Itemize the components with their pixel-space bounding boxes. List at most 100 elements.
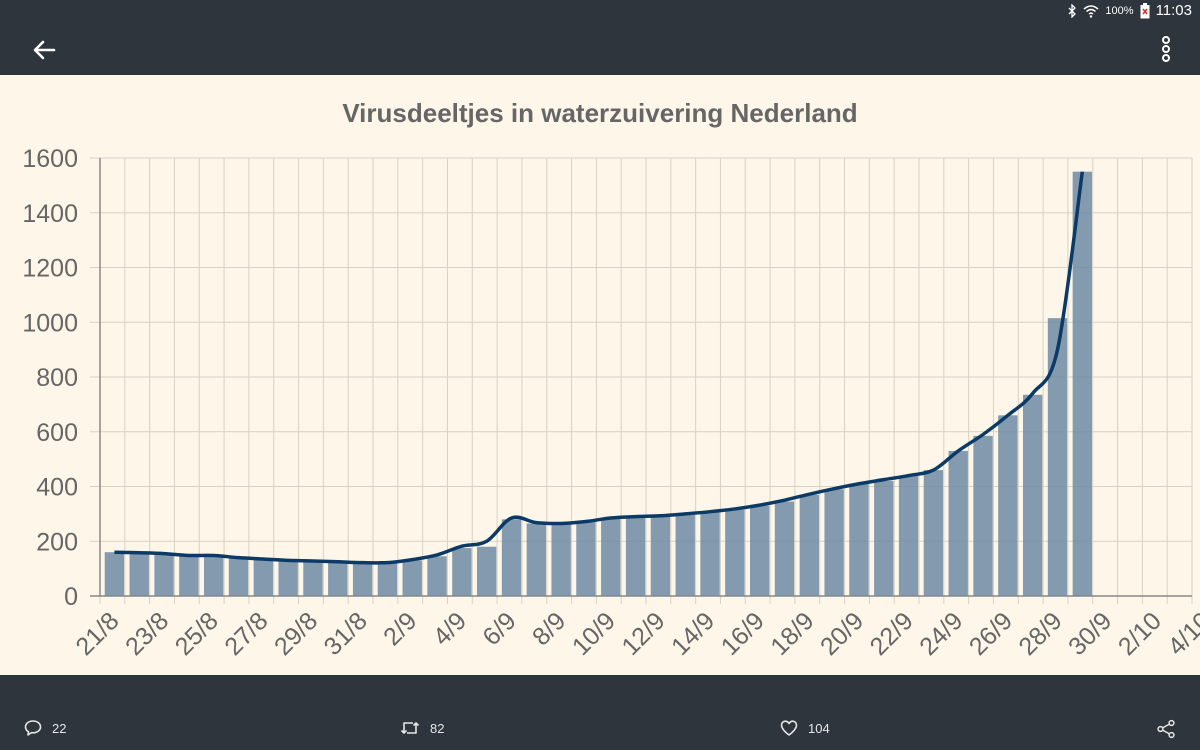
x-tick-label: 23/8 [120,607,174,661]
like-button[interactable]: 104 [780,719,830,737]
chart-bar [477,546,497,596]
status-bar: 100% 11:03 [0,0,1200,24]
clock: 11:03 [1155,2,1192,19]
chart-bar [427,556,447,596]
x-tick-label: 26/9 [964,607,1018,661]
chart-line [114,171,1085,565]
chart-bar [998,415,1018,596]
chart-bar [849,483,869,596]
share-icon [1157,719,1175,739]
chart-bar [948,450,968,596]
x-tick-label: 2/10 [1113,607,1167,661]
chart-bar [700,512,720,596]
chart-bar [352,562,373,596]
chart-bar [303,560,323,596]
chart-bar [228,557,249,596]
chart-bar [154,554,174,596]
reply-button[interactable]: 22 [24,719,66,737]
y-tick-label: 600 [36,419,78,447]
chart-bar [774,501,795,596]
like-count: 104 [808,720,830,736]
bluetooth-icon [1068,3,1077,18]
arrow-left-icon [33,40,56,60]
chart-bar [551,523,571,596]
tweet-actions-bar: 22 82 104 [0,675,1200,750]
chart-title: Virusdeeltjes in waterzuivering Nederlan… [342,98,857,128]
x-tick-label: 25/8 [170,607,224,661]
chart-bar [179,556,199,596]
chart-bar [898,475,919,596]
y-tick-label: 1600 [22,145,78,173]
app-bar [0,24,1200,75]
x-tick-label: 24/9 [914,607,968,661]
y-tick-label: 400 [36,474,78,502]
chart-bar [576,522,596,596]
battery-percent: 100% [1105,4,1134,17]
share-button[interactable] [1156,719,1176,739]
chart-bar [625,516,646,596]
status-icons: 100% 11:03 [1067,2,1192,19]
chart-bar [923,470,944,596]
chart-bar [725,509,745,596]
x-tick-label: 14/9 [666,607,720,661]
x-tick-label: 27/8 [219,607,273,661]
chart-bar [799,494,819,596]
more-vertical-icon [1162,36,1170,62]
x-tick-label: 31/8 [319,607,373,661]
chart-bar [1072,171,1092,596]
x-tick-label: 12/9 [616,607,670,661]
x-tick-label: 2/9 [378,607,422,651]
x-tick-label: 20/9 [815,607,869,661]
chart-bar [750,505,770,596]
x-tick-label: 29/8 [269,607,323,661]
chart-bar [675,513,695,596]
chart-bar [278,560,298,596]
chart-bar [452,548,472,596]
x-tick-label: 6/9 [477,607,521,651]
x-tick-label: 10/9 [567,607,621,661]
chart-bar [328,561,348,596]
y-tick-label: 1000 [22,309,78,337]
x-tick-label: 4/10 [1162,607,1200,661]
wifi-icon [1083,4,1099,18]
y-tick-label: 1400 [22,200,78,228]
back-button[interactable] [28,34,60,66]
x-tick-label: 8/9 [527,607,571,651]
x-tick-label: 28/9 [1013,607,1067,661]
x-tick-label: 30/9 [1063,607,1117,661]
y-tick-label: 0 [64,583,78,611]
chart-bar [253,559,273,596]
retweet-icon [400,722,420,734]
retweet-button[interactable]: 82 [400,719,444,737]
chart-bar [1023,394,1043,596]
chart-bar [104,552,125,596]
chart: Virusdeeltjes in waterzuivering Nederlan… [22,98,1200,661]
chart-bar [526,523,546,596]
chart-bar [650,515,671,596]
x-tick-label: 4/9 [428,607,472,651]
chart-bar [1047,318,1068,596]
chart-bar [377,563,398,596]
y-tick-label: 200 [36,528,78,556]
x-tick-label: 22/9 [865,607,919,661]
x-tick-label: 18/9 [765,607,819,661]
chart-image: Virusdeeltjes in waterzuivering Nederlan… [0,75,1200,675]
more-options-button[interactable] [1158,34,1174,66]
battery-icon [1140,2,1150,18]
chart-bar [824,489,844,596]
retweet-count: 82 [430,720,445,736]
chart-bar [204,555,224,596]
y-tick-label: 800 [36,364,78,392]
chart-bar [501,519,522,596]
y-tick-label: 1200 [22,255,78,283]
x-tick-label: 21/8 [70,607,124,661]
comment-icon [24,720,42,736]
x-tick-label: 16/9 [716,607,770,661]
chart-bar [129,553,149,596]
reply-count: 22 [52,720,67,736]
heart-icon [780,720,798,736]
chart-bar [402,560,422,596]
chart-bar [973,435,993,596]
chart-bar [601,517,621,596]
chart-bar [874,481,894,596]
